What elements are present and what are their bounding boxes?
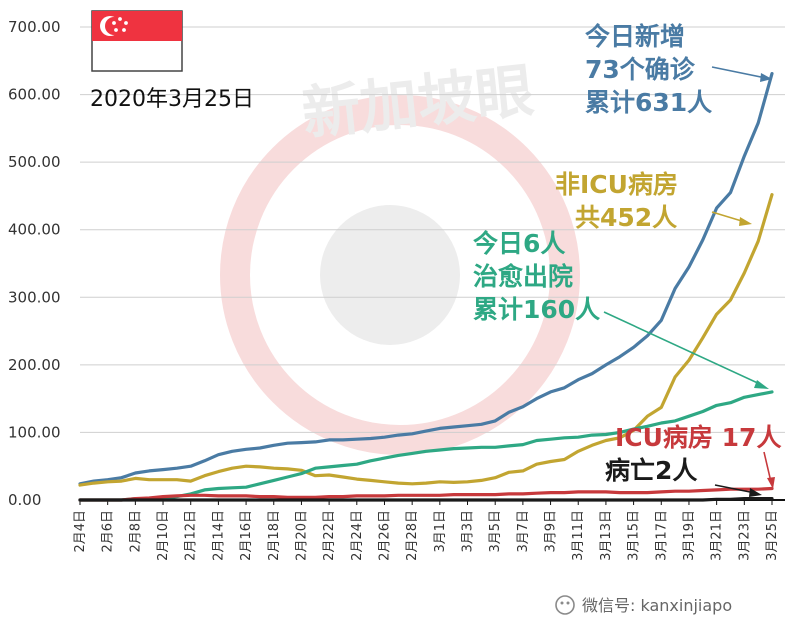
- wechat-footer: 微信号: kanxinjiapo: [555, 595, 732, 615]
- annotation-discharged-line: 累计160人: [473, 295, 600, 324]
- x-tick-label: 3月13日: [599, 510, 614, 561]
- x-tick-label: 3月15日: [627, 510, 642, 561]
- y-axis-ticks: 0.00 100.00 200.00 300.00 400.00 500.00 600.00…: [8, 18, 61, 509]
- annotation-deaths-line: 病亡2人: [605, 456, 697, 485]
- watermark-ring: [220, 95, 580, 455]
- series-line-non_icu: [78, 193, 774, 487]
- series-line-total: [78, 72, 774, 486]
- x-tick-label: 2月28日: [405, 510, 420, 561]
- arrowhead-total: [760, 73, 772, 82]
- annotation-non-icu-line: 非ICU病房: [555, 170, 678, 199]
- x-tick-label: 2月22日: [322, 510, 337, 561]
- arrowhead-discharged: [754, 380, 769, 389]
- y-tick-label: 500.00: [8, 153, 61, 171]
- wechat-icon-dot: [560, 601, 564, 605]
- flag-stars: [112, 17, 128, 32]
- singapore-flag-icon: [91, 10, 183, 72]
- date-label: 2020年3月25日: [90, 87, 254, 112]
- y-tick-label: 200.00: [8, 356, 61, 374]
- flag-star: [118, 17, 122, 21]
- series-line-deaths: [78, 497, 774, 502]
- wechat-icon: [555, 595, 575, 615]
- annotation-non-icu-line: 共452人: [575, 203, 677, 232]
- arrow-icu: [763, 451, 772, 483]
- x-tick-label: 2月20日: [294, 510, 309, 561]
- x-tick-label: 2月10日: [156, 510, 171, 561]
- arrowhead-deaths: [749, 488, 762, 497]
- annotation-discharged: 今日6人 治愈出院 累计160人: [473, 229, 600, 324]
- y-tick-label: 600.00: [8, 86, 61, 104]
- arrowhead-non-icu: [739, 217, 752, 226]
- x-tick-label: 2月18日: [267, 510, 282, 561]
- annotation-deaths: 病亡2人: [605, 456, 697, 485]
- watermark-core: [320, 205, 460, 345]
- arrow-non-icu: [711, 211, 746, 223]
- y-tick-label: 100.00: [8, 423, 61, 441]
- arrow-total: [711, 66, 767, 79]
- arrowhead-icu: [767, 477, 775, 489]
- x-tick-label: 2月8日: [128, 510, 143, 553]
- x-tick-label: 3月3日: [461, 510, 476, 553]
- x-tick-label: 3月25日: [765, 510, 780, 561]
- x-tick-label: 3月11日: [571, 510, 586, 561]
- y-tick-label: 700.00: [8, 18, 61, 36]
- series-lines: [78, 72, 774, 502]
- annotation-non-icu: 非ICU病房 共452人: [555, 170, 678, 232]
- x-tick-label: 2月14日: [211, 510, 226, 561]
- flag-star: [112, 21, 116, 25]
- flag-star: [124, 21, 128, 25]
- x-axis-ticks: 2月4日 2月6日 2月8日 2月10日 2月12日 2月14日 2月16日 2月18日 2月2…: [73, 500, 780, 561]
- series-line-icu: [78, 486, 774, 502]
- x-tick-label: 3月17日: [654, 510, 669, 561]
- x-tick-label: 3月19日: [682, 510, 697, 561]
- x-tick-label: 3月9日: [544, 510, 559, 553]
- y-tick-label: 300.00: [8, 288, 61, 306]
- annotation-total-line: 累计631人: [585, 88, 712, 117]
- annotation-icu-line: ICU病房 17人: [615, 423, 781, 452]
- annotation-total-line: 今日新增: [585, 22, 685, 51]
- x-tick-label: 3月1日: [433, 510, 448, 553]
- annotation-discharged-line: 治愈出院: [473, 262, 573, 291]
- x-tick-label: 2月12日: [184, 510, 199, 561]
- annotation-arrows: [603, 66, 775, 497]
- wechat-id: 微信号: kanxinjiapo: [582, 596, 732, 615]
- x-tick-label: 3月5日: [488, 510, 503, 553]
- annotation-total: 今日新增 73个确诊 累计631人: [585, 22, 712, 117]
- series-line-discharged: [78, 390, 774, 502]
- flag-star: [122, 28, 126, 32]
- y-tick-label: 400.00: [8, 221, 61, 239]
- wechat-icon-dot: [566, 601, 570, 605]
- x-tick-label: 2月16日: [239, 510, 254, 561]
- annotation-icu: ICU病房 17人: [615, 423, 781, 452]
- x-tick-label: 3月21日: [710, 510, 725, 561]
- arrow-discharged: [603, 311, 763, 386]
- flag-crescent-inner: [105, 17, 123, 35]
- flag-star: [114, 28, 118, 32]
- x-tick-label: 2月4日: [73, 510, 88, 553]
- x-tick-label: 2月24日: [350, 510, 365, 561]
- grid-lines: [80, 26, 785, 433]
- x-tick-label: 2月26日: [377, 510, 392, 561]
- annotation-total-line: 73个确诊: [585, 55, 696, 84]
- x-tick-label: 2月6日: [101, 510, 116, 553]
- annotation-discharged-line: 今日6人: [473, 229, 565, 258]
- x-tick-label: 3月7日: [516, 510, 531, 553]
- arrow-deaths: [714, 484, 756, 494]
- x-tick-label: 3月23日: [737, 510, 752, 561]
- y-tick-label: 0.00: [8, 491, 41, 509]
